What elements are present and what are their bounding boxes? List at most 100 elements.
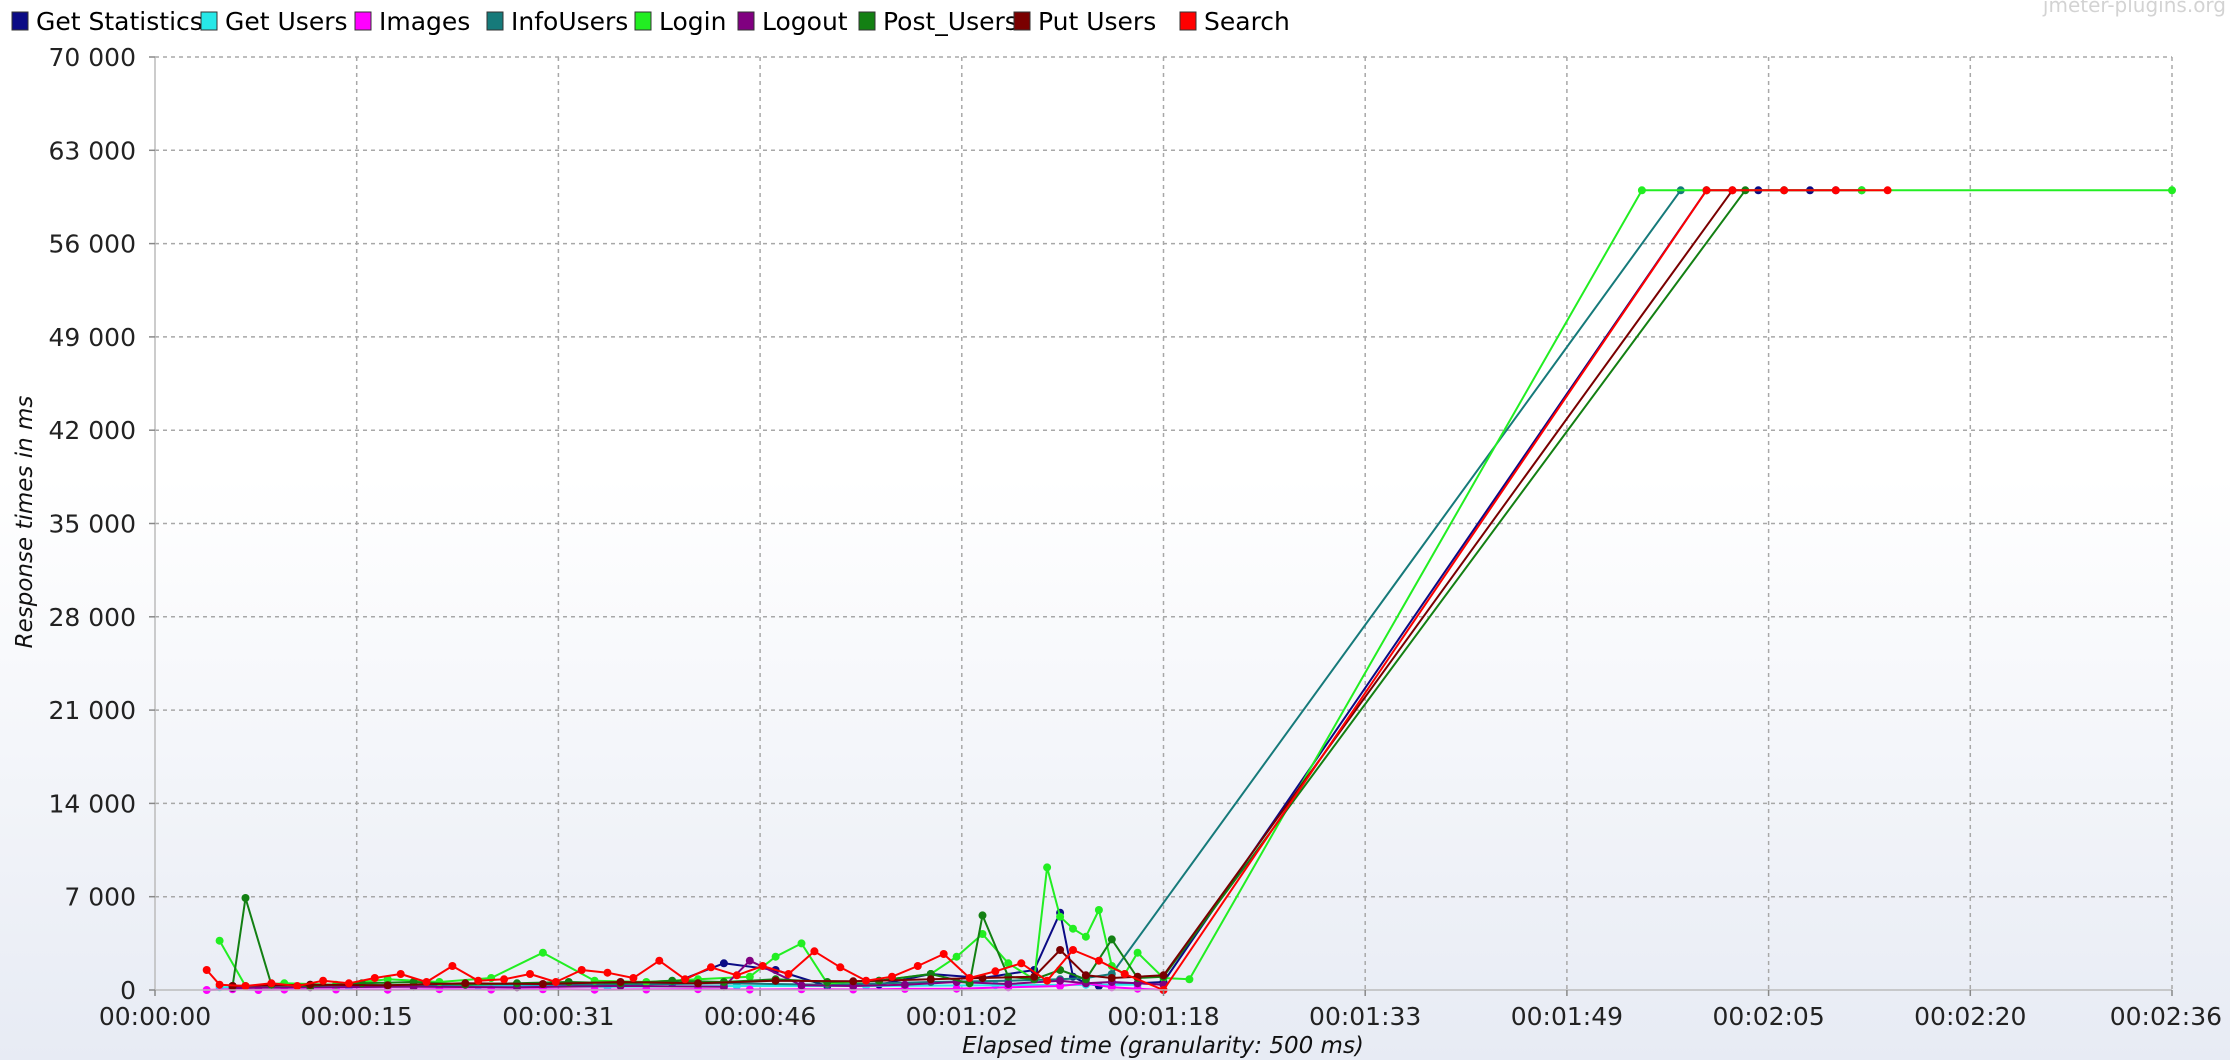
watermark: jmeter-plugins.org [2042, 0, 2226, 17]
x-tick-label: 00:02:20 [1914, 1002, 2026, 1031]
data-point [771, 952, 780, 961]
data-point [2168, 186, 2176, 195]
data-point [655, 956, 664, 965]
data-point [526, 970, 534, 978]
legend-label: Put Users [1038, 7, 1156, 36]
data-point [681, 975, 690, 984]
data-point [836, 963, 845, 972]
data-point [1081, 932, 1090, 941]
legend-swatch [11, 11, 29, 31]
x-tick-label: 00:01:33 [1309, 1002, 1421, 1031]
legend-label: Get Statistics [36, 7, 203, 36]
data-point [1056, 946, 1065, 954]
x-tick-label: 00:00:31 [502, 1002, 614, 1031]
y-tick-label: 42 000 [49, 416, 136, 445]
legend-swatch [858, 11, 876, 31]
y-tick-label: 56 000 [49, 230, 136, 259]
data-point [396, 970, 405, 978]
legend: Get Statistics Get Users Images InfoUsers Lo… [11, 7, 1290, 36]
data-point [370, 974, 379, 982]
data-point [293, 982, 302, 990]
data-point [202, 966, 211, 974]
data-point [965, 974, 974, 982]
legend-label: InfoUsers [511, 7, 628, 36]
data-point [926, 975, 935, 984]
data-point [616, 978, 625, 986]
data-point [745, 956, 754, 965]
y-tick-label: 49 000 [49, 323, 136, 352]
x-tick-label: 00:01:49 [1511, 1002, 1623, 1031]
legend-label: Login [659, 7, 726, 36]
data-point [1133, 948, 1142, 957]
legend-label: Post_Users [883, 7, 1018, 36]
y-tick-label: 14 000 [49, 789, 136, 818]
data-point [1159, 971, 1168, 980]
x-tick-label: 00:02:05 [1712, 1002, 1824, 1031]
data-point [538, 948, 547, 957]
legend-swatch [200, 11, 218, 31]
data-point [1030, 972, 1039, 981]
data-point [383, 981, 392, 990]
data-point [991, 967, 1000, 976]
legend-swatch [486, 11, 504, 31]
series-lines [202, 186, 2176, 994]
series-line [232, 189, 1734, 987]
data-point [500, 975, 509, 984]
data-point [719, 959, 728, 968]
y-tick-label: 0 [120, 976, 136, 1005]
data-point [1831, 186, 1840, 195]
data-point [215, 980, 224, 989]
data-point [1094, 906, 1103, 914]
series-search [202, 186, 1892, 994]
data-point [1728, 186, 1737, 195]
legend-label: Logout [762, 7, 848, 36]
x-axis-title: Elapsed time (granularity: 500 ms) [962, 1033, 1364, 1059]
x-tick-label: 00:01:02 [906, 1002, 1018, 1031]
data-point [758, 962, 767, 970]
y-tick-label: 21 000 [49, 696, 136, 725]
data-point [461, 979, 470, 988]
data-point [1004, 980, 1013, 988]
data-point [1094, 956, 1103, 965]
grid-lines [155, 56, 2173, 990]
data-point [900, 980, 909, 989]
data-point [551, 978, 560, 986]
x-axis-ticks: 00:00:00 00:00:15 00:00:31 00:00:46 00:01:02… [99, 990, 2222, 1031]
series-infousers [228, 186, 1685, 990]
data-point [797, 939, 806, 948]
data-point [810, 947, 819, 956]
y-tick-label: 63 000 [49, 136, 136, 165]
legend-swatch [737, 11, 755, 31]
data-point [1004, 959, 1013, 968]
data-point [862, 976, 871, 985]
y-axis-ticks: 0 7 000 14 000 21 000 28 000 35 000 42 000 49 0… [49, 43, 155, 1005]
data-point [474, 976, 483, 985]
data-point [978, 911, 987, 920]
legend-label: Search [1204, 7, 1290, 36]
data-point [1017, 959, 1026, 968]
legend-swatch [1013, 11, 1031, 31]
data-point [603, 968, 612, 977]
data-point [1883, 186, 1892, 195]
data-point [849, 977, 858, 986]
data-point [732, 971, 741, 980]
data-point [215, 936, 224, 945]
data-point [1185, 975, 1194, 984]
series-line [218, 189, 2172, 987]
data-point [771, 976, 780, 985]
data-point [939, 950, 948, 958]
data-point [1107, 974, 1116, 982]
data-point [1043, 863, 1052, 872]
series-post-users [228, 186, 1750, 990]
data-point [784, 970, 793, 978]
data-point [745, 972, 754, 981]
data-point [319, 976, 328, 985]
data-point [707, 963, 715, 972]
data-point [344, 979, 353, 988]
y-axis-title: Response times in ms [12, 396, 38, 649]
data-point [952, 952, 961, 961]
data-point [1081, 971, 1090, 980]
data-point [1702, 186, 1711, 195]
y-tick-label: 70 000 [49, 43, 136, 72]
x-tick-label: 00:00:15 [301, 1002, 413, 1031]
